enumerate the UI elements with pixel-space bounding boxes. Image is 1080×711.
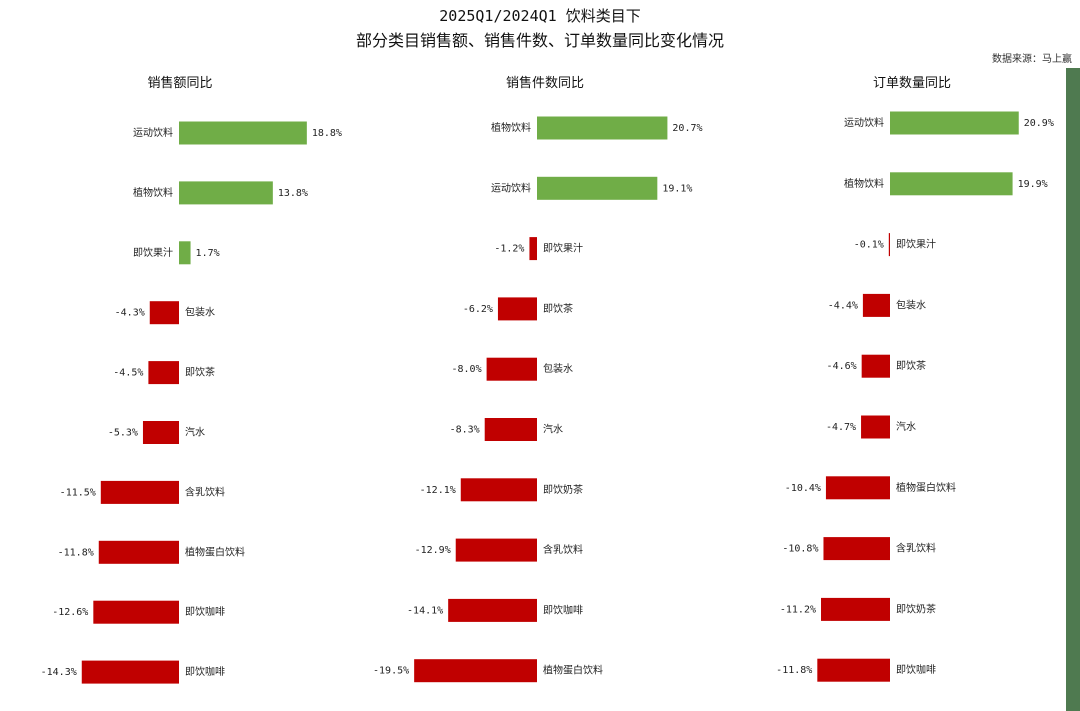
category-label: 汽水 <box>543 423 563 436</box>
bar <box>823 537 890 561</box>
category-label: 即饮茶 <box>543 302 573 315</box>
bar <box>93 600 179 624</box>
chart-title-line2: 部分类目销售额、销售件数、订单数量同比变化情况 <box>355 31 724 50</box>
category-label: 植物饮料 <box>133 186 173 199</box>
category-label: 即饮奶茶 <box>896 602 936 615</box>
bar <box>149 301 179 325</box>
category-label: 即饮果汁 <box>133 246 173 259</box>
bar <box>529 237 537 261</box>
category-label: 包装水 <box>185 306 215 319</box>
bar <box>825 476 890 500</box>
category-label: 植物饮料 <box>844 177 884 190</box>
data-label: -10.8% <box>782 544 818 555</box>
bar <box>888 233 890 257</box>
bar <box>179 181 273 205</box>
category-label: 含乳饮料 <box>896 542 936 555</box>
data-label: 20.7% <box>672 123 702 134</box>
data-label: -11.5% <box>60 487 96 498</box>
data-label: -12.6% <box>52 607 88 618</box>
bar <box>81 660 179 684</box>
data-label: 18.8% <box>312 128 342 139</box>
category-label: 即饮奶茶 <box>543 483 583 496</box>
data-label: -12.1% <box>420 485 456 496</box>
data-label: -11.8% <box>58 547 94 558</box>
category-label: 即饮咖啡 <box>185 665 225 678</box>
data-label: -1.2% <box>494 244 524 255</box>
bar <box>890 111 1019 135</box>
bar <box>861 415 890 439</box>
category-label: 植物饮料 <box>491 121 531 134</box>
category-label: 即饮果汁 <box>543 242 583 255</box>
category-label: 植物蛋白饮料 <box>185 545 245 558</box>
bar <box>98 540 179 564</box>
chart-title: 销售额同比 <box>147 75 212 91</box>
category-label: 包装水 <box>543 362 573 375</box>
data-label: -4.5% <box>113 368 143 379</box>
data-label: -12.9% <box>415 545 451 556</box>
data-label: -6.2% <box>463 304 493 315</box>
data-label: -19.5% <box>373 666 409 677</box>
bar <box>142 421 179 444</box>
category-label: 运动饮料 <box>133 126 173 139</box>
data-label: -5.3% <box>108 428 138 439</box>
chart-title: 销售件数同比 <box>506 75 584 91</box>
right-edge-bar <box>1066 68 1080 711</box>
data-label: -4.4% <box>828 300 858 311</box>
data-label: -14.3% <box>41 667 77 678</box>
category-label: 即饮咖啡 <box>543 603 583 616</box>
bar <box>537 176 658 200</box>
bar <box>537 116 668 140</box>
bar <box>460 478 537 502</box>
bar <box>448 598 537 622</box>
category-label: 运动饮料 <box>844 116 884 129</box>
bar <box>821 597 890 621</box>
category-label: 即饮咖啡 <box>185 605 225 618</box>
bar <box>148 361 179 385</box>
data-label: -8.0% <box>451 364 481 375</box>
bar <box>497 297 537 321</box>
category-label: 含乳饮料 <box>185 485 225 498</box>
bar <box>486 357 537 381</box>
data-label: 13.8% <box>278 188 308 199</box>
data-label: 19.1% <box>662 183 692 194</box>
bar <box>484 418 537 441</box>
bar <box>890 172 1013 196</box>
category-label: 即饮果汁 <box>896 238 936 251</box>
bar <box>455 538 537 562</box>
data-source-note: 数据来源：马上赢 <box>992 54 1072 65</box>
bar <box>861 354 890 378</box>
category-label: 汽水 <box>896 420 916 433</box>
data-label: 1.7% <box>196 248 220 259</box>
bar <box>414 659 537 683</box>
data-label: -11.2% <box>780 604 816 615</box>
category-label: 含乳饮料 <box>543 543 583 556</box>
data-label: -4.6% <box>827 361 857 372</box>
category-label: 植物蛋白饮料 <box>896 481 956 494</box>
category-label: 即饮茶 <box>185 366 215 379</box>
chart-title: 订单数量同比 <box>873 76 951 91</box>
data-label: 19.9% <box>1018 179 1048 190</box>
category-label: 包装水 <box>896 298 926 311</box>
category-label: 汽水 <box>185 426 205 439</box>
category-label: 即饮茶 <box>896 359 926 372</box>
data-label: -11.8% <box>776 665 812 676</box>
data-label: 20.9% <box>1024 118 1054 129</box>
data-label: -4.7% <box>826 422 856 433</box>
bar <box>817 658 890 682</box>
bar <box>179 121 307 145</box>
bar <box>100 480 179 504</box>
data-label: -0.1% <box>854 240 884 251</box>
data-label: -4.3% <box>115 308 145 319</box>
bar <box>179 241 191 265</box>
data-label: -14.1% <box>407 605 443 616</box>
data-label: -10.4% <box>785 483 821 494</box>
category-label: 运动饮料 <box>491 181 531 194</box>
category-label: 植物蛋白饮料 <box>543 664 603 677</box>
bar <box>862 293 890 317</box>
chart-title-line1: 2025Q1/2024Q1 饮料类目下 <box>439 7 641 25</box>
category-label: 即饮咖啡 <box>896 663 936 676</box>
data-label: -8.3% <box>450 425 480 436</box>
